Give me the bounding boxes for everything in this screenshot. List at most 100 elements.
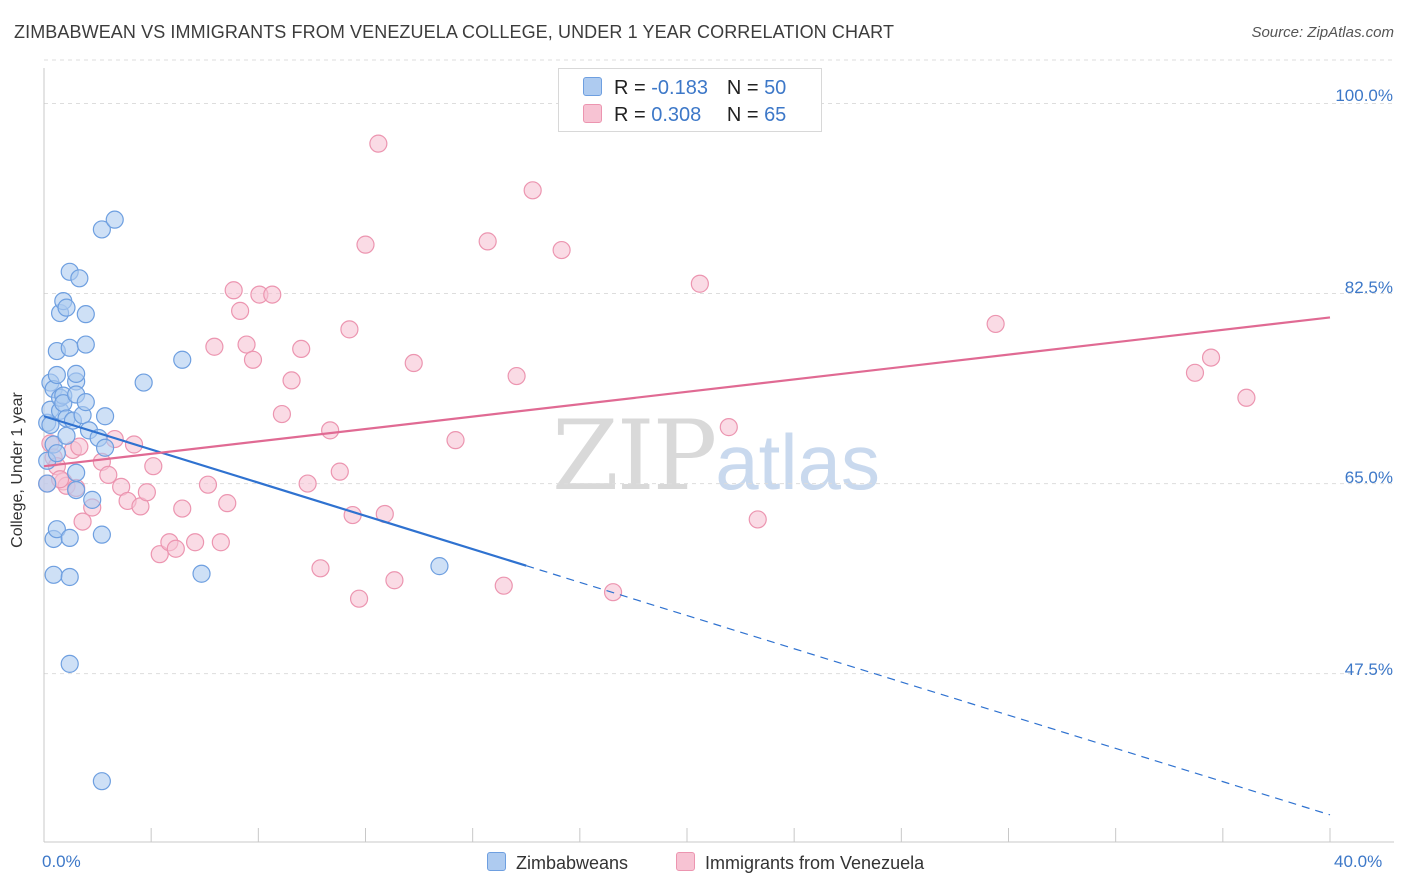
source-label: Source: ZipAtlas.com bbox=[1251, 24, 1394, 41]
venezuela-point bbox=[986, 314, 1005, 334]
zimbabwean-point bbox=[76, 335, 95, 354]
zimbabwean-point bbox=[92, 220, 111, 239]
venezuela-point bbox=[719, 418, 738, 437]
venezuela-point bbox=[1237, 388, 1256, 407]
series-name: Immigrants from Venezuela bbox=[705, 853, 925, 873]
bottom-legend-zimbabweans: Zimbabweans bbox=[487, 852, 628, 874]
r-label: R = bbox=[614, 77, 646, 99]
zimbabwean-point bbox=[44, 565, 63, 584]
zimbabwean-trend-line bbox=[43, 415, 527, 567]
venezuela-point bbox=[292, 339, 311, 359]
r-label: R = bbox=[614, 104, 646, 126]
y-tick-label: 47.5% bbox=[1344, 660, 1393, 679]
zimbabwean-point bbox=[60, 528, 79, 547]
venezuela-point bbox=[507, 366, 526, 386]
pink-swatch-icon bbox=[676, 852, 695, 871]
zimbabwean-point bbox=[95, 407, 115, 426]
zimbabwean-point bbox=[76, 305, 95, 324]
y-tick-label: 82.5% bbox=[1344, 278, 1393, 297]
zimbabwean-point bbox=[57, 298, 76, 317]
r-value: 0.308 bbox=[651, 104, 702, 126]
chart-title: ZIMBABWEAN VS IMMIGRANTS FROM VENEZUELA … bbox=[14, 22, 895, 42]
zimbabwean-point bbox=[92, 525, 111, 544]
zimbabwean-point bbox=[67, 481, 86, 500]
legend-row-venezuela: R = 0.308 N = 65 bbox=[583, 104, 786, 127]
zimbabwean-point bbox=[134, 373, 153, 392]
series-name: Zimbabweans bbox=[516, 853, 629, 873]
venezuela-point bbox=[385, 571, 404, 590]
venezuela-point bbox=[99, 465, 118, 484]
venezuela-point bbox=[349, 589, 369, 608]
blue-swatch-icon bbox=[487, 852, 506, 871]
venezuela-point bbox=[173, 499, 192, 518]
venezuela-point bbox=[205, 337, 224, 356]
venezuela-point bbox=[263, 285, 282, 304]
x-tick-label: 40.0% bbox=[1334, 852, 1383, 871]
venezuela-point bbox=[166, 539, 185, 558]
zimbabwean-point bbox=[76, 393, 95, 412]
pink-swatch-icon bbox=[583, 104, 602, 123]
venezuela-point bbox=[150, 545, 169, 564]
zimbabwean-point bbox=[57, 426, 76, 445]
n-value: 65 bbox=[764, 104, 787, 126]
venezuela-point bbox=[330, 462, 349, 481]
watermark: ZIPatlas bbox=[552, 400, 880, 512]
zimbabwean-trend-extension bbox=[526, 565, 1331, 816]
n-value: 50 bbox=[764, 77, 787, 99]
zimbabwean-point bbox=[92, 772, 111, 791]
zimbabwean-point bbox=[47, 365, 66, 385]
zimbabwean-point bbox=[60, 338, 79, 357]
zimbabwean-point bbox=[173, 350, 192, 369]
venezuela-point bbox=[70, 437, 89, 456]
n-label: N = bbox=[726, 104, 759, 126]
venezuela-point bbox=[198, 475, 218, 494]
zimbabwean-point bbox=[67, 463, 86, 482]
venezuela-point bbox=[218, 494, 237, 513]
venezuela-point bbox=[144, 457, 163, 476]
venezuela-point bbox=[321, 421, 340, 440]
venezuela-point bbox=[298, 474, 317, 493]
venezuela-point bbox=[404, 353, 423, 373]
r-value: -0.183 bbox=[651, 77, 708, 99]
venezuela-point bbox=[231, 301, 250, 320]
venezuela-point bbox=[478, 232, 497, 251]
zimbabwean-point bbox=[83, 490, 102, 509]
venezuela-point bbox=[243, 350, 263, 369]
venezuela-point bbox=[211, 533, 230, 552]
zimbabwean-point bbox=[47, 520, 66, 539]
y-tick-label: 65.0% bbox=[1344, 468, 1393, 487]
venezuela-point bbox=[137, 483, 156, 502]
venezuela-trend-line bbox=[43, 316, 1331, 468]
zimbabwean-point bbox=[67, 364, 86, 383]
zimbabwean-point bbox=[70, 269, 89, 288]
y-axis-label: College, Under 1 year bbox=[9, 392, 26, 548]
zimbabwean-point bbox=[60, 567, 79, 587]
zimbabwean-point bbox=[60, 654, 79, 673]
watermark-atlas: atlas bbox=[715, 418, 880, 506]
venezuela-point bbox=[186, 533, 205, 552]
legend-row-zimbabweans: R = -0.183 N = 50 bbox=[583, 77, 786, 100]
zimbabwean-point bbox=[38, 474, 57, 493]
zimbabwean-point bbox=[192, 564, 211, 583]
n-label: N = bbox=[726, 77, 759, 99]
venezuela-point bbox=[73, 512, 92, 531]
x-tick-label: 0.0% bbox=[42, 852, 81, 871]
venezuela-point bbox=[552, 240, 571, 260]
venezuela-point bbox=[340, 320, 359, 339]
venezuela-point bbox=[494, 576, 513, 595]
venezuela-point bbox=[1185, 363, 1205, 382]
venezuela-point bbox=[1201, 348, 1221, 367]
venezuela-point bbox=[272, 404, 292, 424]
zimbabwean-point bbox=[430, 557, 449, 576]
zimbabwean-point bbox=[95, 438, 115, 457]
venezuela-point bbox=[523, 181, 542, 200]
venezuela-point bbox=[237, 335, 256, 354]
venezuela-point bbox=[369, 134, 388, 153]
venezuela-point bbox=[690, 274, 709, 293]
venezuela-point bbox=[311, 559, 330, 578]
venezuela-point bbox=[282, 371, 301, 390]
correlation-legend: R = -0.183 N = 50 R = 0.308 N = 65 bbox=[558, 68, 822, 132]
zimbabwean-point bbox=[105, 210, 124, 229]
watermark-zip: ZIP bbox=[552, 400, 717, 512]
